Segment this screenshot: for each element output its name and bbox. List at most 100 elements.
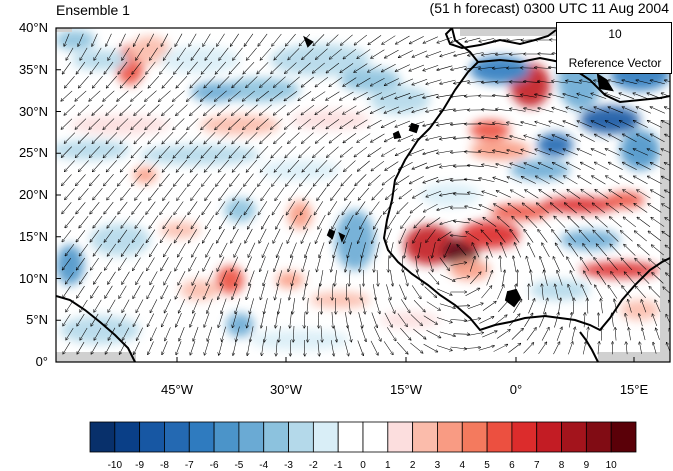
- lon-label: 15°E: [619, 382, 649, 397]
- wind-vector: [89, 118, 101, 130]
- wind-vector: [176, 341, 182, 355]
- wind-vector: [440, 274, 455, 282]
- wind-vector: [649, 259, 661, 270]
- wind-vector: [652, 314, 658, 327]
- wind-vector: [354, 63, 368, 73]
- forecast-time-label: (51 h forecast) 0300 UTC 11 Aug 2004: [429, 0, 669, 16]
- wind-vector: [104, 61, 114, 74]
- wind-vector: [623, 217, 637, 228]
- wind-vector: [187, 90, 199, 102]
- wind-vector: [451, 235, 467, 237]
- field-blob: [250, 330, 350, 350]
- wind-vector: [531, 270, 533, 286]
- wind-vector: [374, 298, 380, 313]
- wind-vector: [526, 256, 531, 272]
- wind-vector: [218, 76, 230, 87]
- wind-vector: [288, 159, 300, 172]
- wind-vector: [298, 118, 311, 129]
- wind-vector: [306, 270, 310, 286]
- wind-vector: [577, 121, 593, 128]
- colorbar-swatch: [461, 421, 488, 453]
- wind-vector: [315, 228, 323, 244]
- wind-vector: [382, 147, 396, 156]
- wind-vector: [204, 104, 216, 116]
- wind-vector: [388, 298, 395, 314]
- wind-vector: [481, 286, 491, 299]
- wind-vector: [437, 205, 453, 210]
- wind-vector: [204, 340, 210, 355]
- wind-vector: [554, 216, 566, 228]
- wind-vector: [190, 104, 202, 116]
- wind-vector: [510, 54, 526, 55]
- colorbar-tick-label: -8: [160, 460, 169, 471]
- wind-vector: [549, 94, 565, 99]
- wind-vector: [189, 284, 197, 299]
- wind-vector: [90, 229, 100, 242]
- wind-vector: [397, 313, 407, 327]
- wind-vector: [62, 61, 72, 74]
- wind-vector: [285, 146, 297, 157]
- wind-vector: [64, 132, 76, 144]
- wind-vector: [117, 90, 129, 101]
- wind-vector: [511, 190, 525, 199]
- wind-vector: [623, 134, 637, 143]
- wind-vector: [91, 285, 99, 298]
- wind-vector: [315, 105, 329, 114]
- field-blob: [220, 78, 300, 102]
- wind-vector: [354, 146, 368, 157]
- wind-vector: [412, 107, 428, 113]
- wind-vector: [426, 163, 442, 168]
- wind-vector: [482, 191, 498, 197]
- wind-vector: [312, 62, 325, 73]
- wind-vector: [177, 215, 187, 228]
- wind-vector: [648, 176, 662, 185]
- wind-vector: [356, 201, 366, 214]
- wind-vector: [61, 118, 73, 129]
- wind-vector: [104, 229, 114, 242]
- wind-vector: [161, 285, 169, 298]
- colorbar-tick-label: 8: [558, 460, 565, 471]
- wind-vector: [329, 48, 342, 59]
- wind-vector: [493, 67, 509, 68]
- wind-vector: [176, 75, 188, 88]
- wind-vector: [648, 204, 662, 213]
- wind-vector: [409, 93, 425, 99]
- wind-vector: [314, 201, 324, 214]
- wind-vector: [386, 284, 390, 299]
- wind-vector: [106, 33, 112, 47]
- wind-vector: [231, 256, 239, 272]
- wind-vector: [384, 106, 400, 113]
- wind-vector: [665, 245, 670, 250]
- wind-vector: [633, 120, 648, 128]
- wind-vector: [535, 67, 551, 68]
- wind-vector: [148, 341, 154, 355]
- wind-vector: [89, 90, 101, 101]
- wind-vector: [190, 75, 202, 88]
- field-blob: [450, 260, 490, 280]
- colorbar-tick-label: -1: [333, 460, 343, 471]
- wind-vector: [423, 315, 438, 324]
- colorbar-swatch: [610, 421, 637, 453]
- wind-vector: [577, 94, 593, 99]
- colorbar-swatch: [387, 421, 414, 453]
- wind-vector: [479, 151, 495, 154]
- colorbar-swatch: [89, 421, 116, 453]
- wind-vector: [390, 270, 392, 286]
- wind-vector: [65, 76, 75, 88]
- wind-vector: [145, 90, 157, 102]
- lat-label: 40°N: [18, 20, 48, 35]
- wind-vector: [190, 132, 202, 144]
- wind-vector: [468, 52, 484, 55]
- wind-vector: [620, 203, 634, 213]
- wind-vector: [235, 298, 241, 313]
- wind-vector: [276, 214, 284, 229]
- wind-vector: [80, 47, 88, 60]
- colorbar-tick-label: 7: [533, 460, 540, 471]
- wind-vector: [160, 229, 170, 242]
- wind-vector: [423, 36, 439, 43]
- wind-vector: [415, 256, 418, 272]
- wind-vector: [465, 179, 481, 182]
- wind-vector: [258, 33, 268, 46]
- wind-vector: [388, 255, 389, 272]
- wind-vector: [272, 201, 282, 214]
